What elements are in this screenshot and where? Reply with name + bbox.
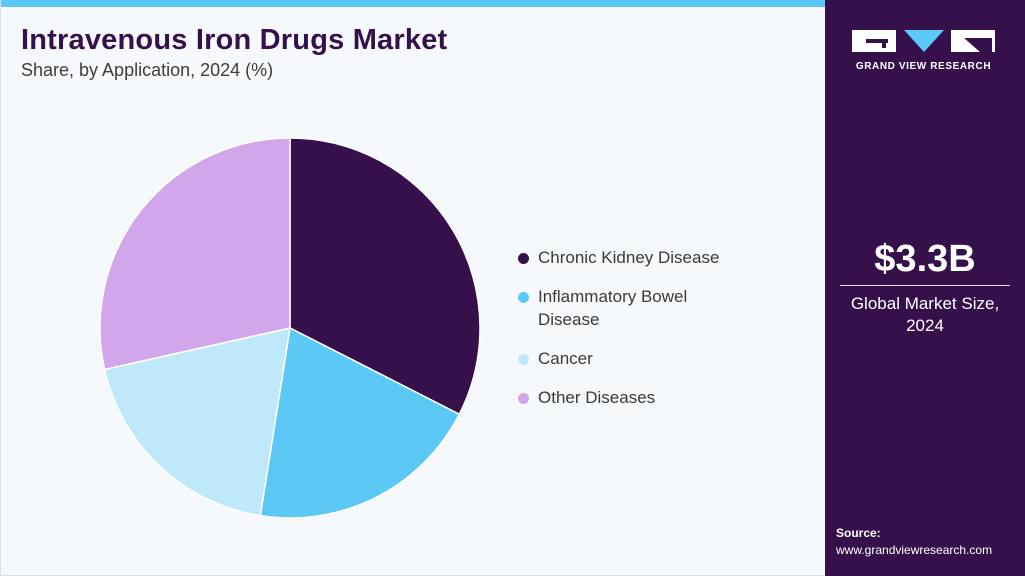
legend-swatch (518, 292, 529, 303)
chart-legend: Chronic Kidney Disease Inflammatory Bowe… (518, 246, 758, 425)
market-size-label: Global Market Size, 2024 (825, 293, 1025, 337)
legend-label-line2: Disease (538, 310, 600, 329)
legend-swatch (518, 253, 529, 264)
pie-slice-cancer (103, 327, 291, 517)
legend-item-cancer: Cancer (518, 347, 758, 370)
pie-chart (99, 137, 481, 519)
legend-item-other-diseases: Other Diseases (518, 386, 758, 409)
legend-label: Cancer (538, 349, 593, 368)
source-label: Source: (836, 526, 881, 540)
legend-swatch (518, 393, 529, 404)
pie-slices (99, 137, 481, 519)
market-size-value: $3.3B (874, 238, 976, 280)
accent-bar (1, 0, 826, 7)
legend-item-chronic-kidney-disease: Chronic Kidney Disease (518, 246, 758, 269)
market-size-label-line1: Global Market Size, (850, 294, 1000, 313)
chart-subtitle: Share, by Application, 2024 (%) (21, 60, 274, 80)
brand-name: GRAND VIEW RESEARCH (855, 61, 992, 72)
legend-label: Inflammatory Bowel (538, 287, 688, 306)
chart-title: Intravenous Iron Drugs Market (21, 24, 448, 56)
legend-item-inflammatory-bowel-disease: Inflammatory Bowel Disease (518, 285, 758, 331)
grand-view-research-logo-icon (852, 30, 995, 52)
market-size-label-line2: 2024 (906, 316, 944, 335)
legend-swatch (518, 354, 529, 365)
pie-slice-other-diseases (99, 137, 291, 371)
legend-label: Chronic Kidney Disease (538, 248, 720, 267)
legend-label: Other Diseases (538, 388, 656, 407)
sidebar (825, 0, 1025, 576)
chart-panel: Intravenous Iron Drugs Market Share, by … (0, 0, 826, 576)
source-url: www.grandviewresearch.com (836, 543, 993, 557)
pie-slice-inflammatory-bowel-disease (259, 326, 461, 519)
divider (840, 285, 1010, 286)
pie-slice-chronic-kidney-disease (289, 137, 481, 416)
